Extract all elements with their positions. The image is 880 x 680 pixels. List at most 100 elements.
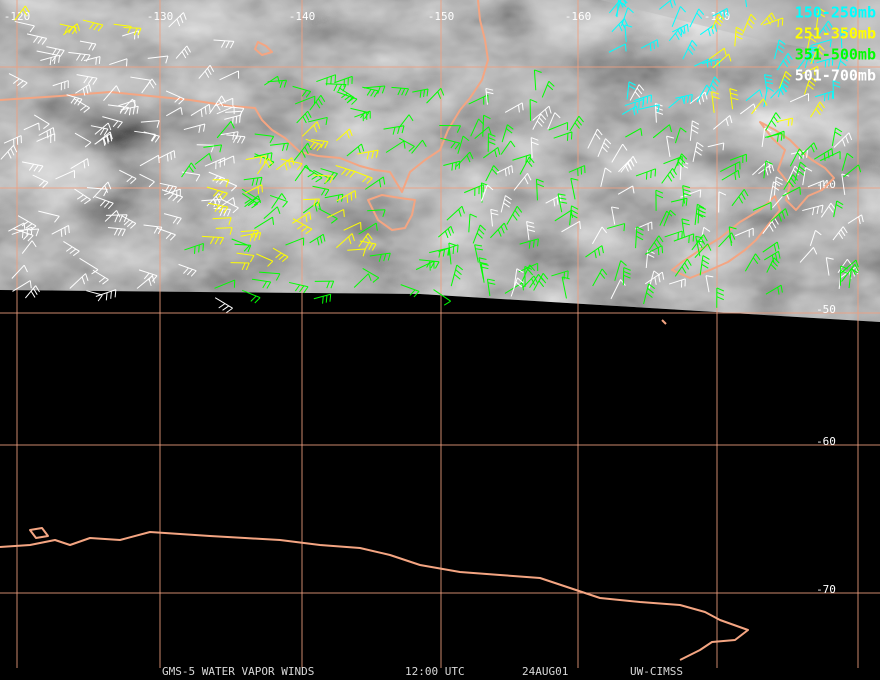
barb-tick xyxy=(97,294,103,302)
barb-tick xyxy=(372,277,380,283)
barb-staff xyxy=(254,216,273,229)
barb-staff xyxy=(694,243,709,259)
barb-tick xyxy=(658,274,661,283)
wind-barb xyxy=(490,222,508,239)
barb-tick xyxy=(479,224,487,231)
barb-tick xyxy=(43,123,50,130)
barb-tick xyxy=(151,275,156,284)
barb-tick xyxy=(716,296,724,301)
wind-barb xyxy=(215,197,236,211)
barb-tick xyxy=(176,217,182,225)
barb-tick xyxy=(822,27,828,35)
barb-tick xyxy=(259,156,263,165)
barb-tick xyxy=(806,150,809,158)
barb-tick xyxy=(126,221,134,228)
barb-staff xyxy=(486,278,491,297)
barb-staff xyxy=(120,105,139,111)
barb-staff xyxy=(708,47,725,60)
legend-entry: 501-700mb xyxy=(795,67,876,85)
barb-tick xyxy=(276,206,281,215)
barb-tick xyxy=(694,150,702,156)
barb-tick xyxy=(343,209,345,218)
barb-staff xyxy=(63,240,80,252)
barb-staff xyxy=(21,161,44,167)
barb-tick xyxy=(597,128,603,136)
barb-staff xyxy=(616,0,619,18)
barb-tick xyxy=(799,187,801,195)
wind-barb xyxy=(419,259,440,269)
wind-barb xyxy=(267,79,287,88)
wind-barb xyxy=(734,26,744,47)
wind-barb xyxy=(744,253,761,272)
barb-tick xyxy=(49,57,52,66)
barb-staff xyxy=(33,114,50,125)
wind-barb xyxy=(285,237,305,246)
barb-tick xyxy=(807,84,814,90)
barb-tick xyxy=(367,233,373,240)
barb-tick xyxy=(32,288,38,295)
barb-staff xyxy=(159,182,177,188)
barb-tick xyxy=(712,80,719,87)
barb-tick xyxy=(447,228,452,236)
barb-tick xyxy=(102,138,106,146)
wind-barb xyxy=(674,127,687,144)
wind-barb xyxy=(735,227,754,238)
barb-staff xyxy=(801,142,815,156)
barb-tick xyxy=(714,76,721,83)
wind-barb xyxy=(412,88,429,98)
barb-tick xyxy=(667,174,673,182)
barb-tick xyxy=(79,105,87,111)
wind-barb xyxy=(816,20,833,38)
barb-staff xyxy=(658,0,672,10)
barb-tick xyxy=(690,94,693,102)
barb-tick xyxy=(527,229,536,232)
barb-staff xyxy=(718,232,733,248)
barb-tick xyxy=(792,169,799,176)
wind-barb xyxy=(487,133,496,152)
barb-staff xyxy=(309,94,322,111)
barb-staff xyxy=(802,204,824,212)
barb-tick xyxy=(479,261,488,265)
wind-barb xyxy=(318,208,338,224)
barb-tick xyxy=(254,297,261,304)
barb-tick xyxy=(382,176,386,185)
barb-tick xyxy=(687,95,690,103)
footer: GMS-5 WATER VAPOR WINDS 12:00 UTC 24AUG01 U… xyxy=(162,665,683,678)
barb-staff xyxy=(816,57,834,64)
wind-barb xyxy=(681,218,690,238)
barb-tick xyxy=(184,48,189,56)
barb-staff xyxy=(224,114,241,120)
wind-barb xyxy=(569,115,584,132)
barb-tick xyxy=(117,121,123,129)
barb-staff xyxy=(765,284,782,295)
wind-barb xyxy=(312,185,330,197)
barb-tick xyxy=(84,141,92,148)
barb-tick xyxy=(223,206,229,214)
wind-barb xyxy=(635,168,657,180)
barb-tick xyxy=(72,250,80,257)
barb-tick xyxy=(222,192,228,200)
wind-barb xyxy=(773,39,786,60)
barb-staff xyxy=(450,264,458,287)
barb-staff xyxy=(474,244,479,263)
barb-tick xyxy=(107,122,112,131)
barb-staff xyxy=(675,93,693,99)
barb-tick xyxy=(325,175,330,183)
barb-tick xyxy=(695,146,703,152)
barb-tick xyxy=(190,270,197,277)
barb-staff xyxy=(358,222,377,235)
barb-staff xyxy=(241,188,261,202)
wind-barb xyxy=(320,168,338,180)
barb-tick xyxy=(716,291,725,296)
barb-staff xyxy=(806,33,811,52)
wind-barb xyxy=(671,6,687,27)
barb-tick xyxy=(828,205,834,213)
barb-staff xyxy=(661,168,673,184)
wind-barb xyxy=(640,39,659,52)
barb-tick xyxy=(475,248,483,251)
barb-staff xyxy=(695,236,701,257)
barb-tick xyxy=(818,7,826,13)
wind-barb xyxy=(94,131,113,145)
barb-tick xyxy=(627,7,634,14)
barb-tick xyxy=(624,43,627,52)
